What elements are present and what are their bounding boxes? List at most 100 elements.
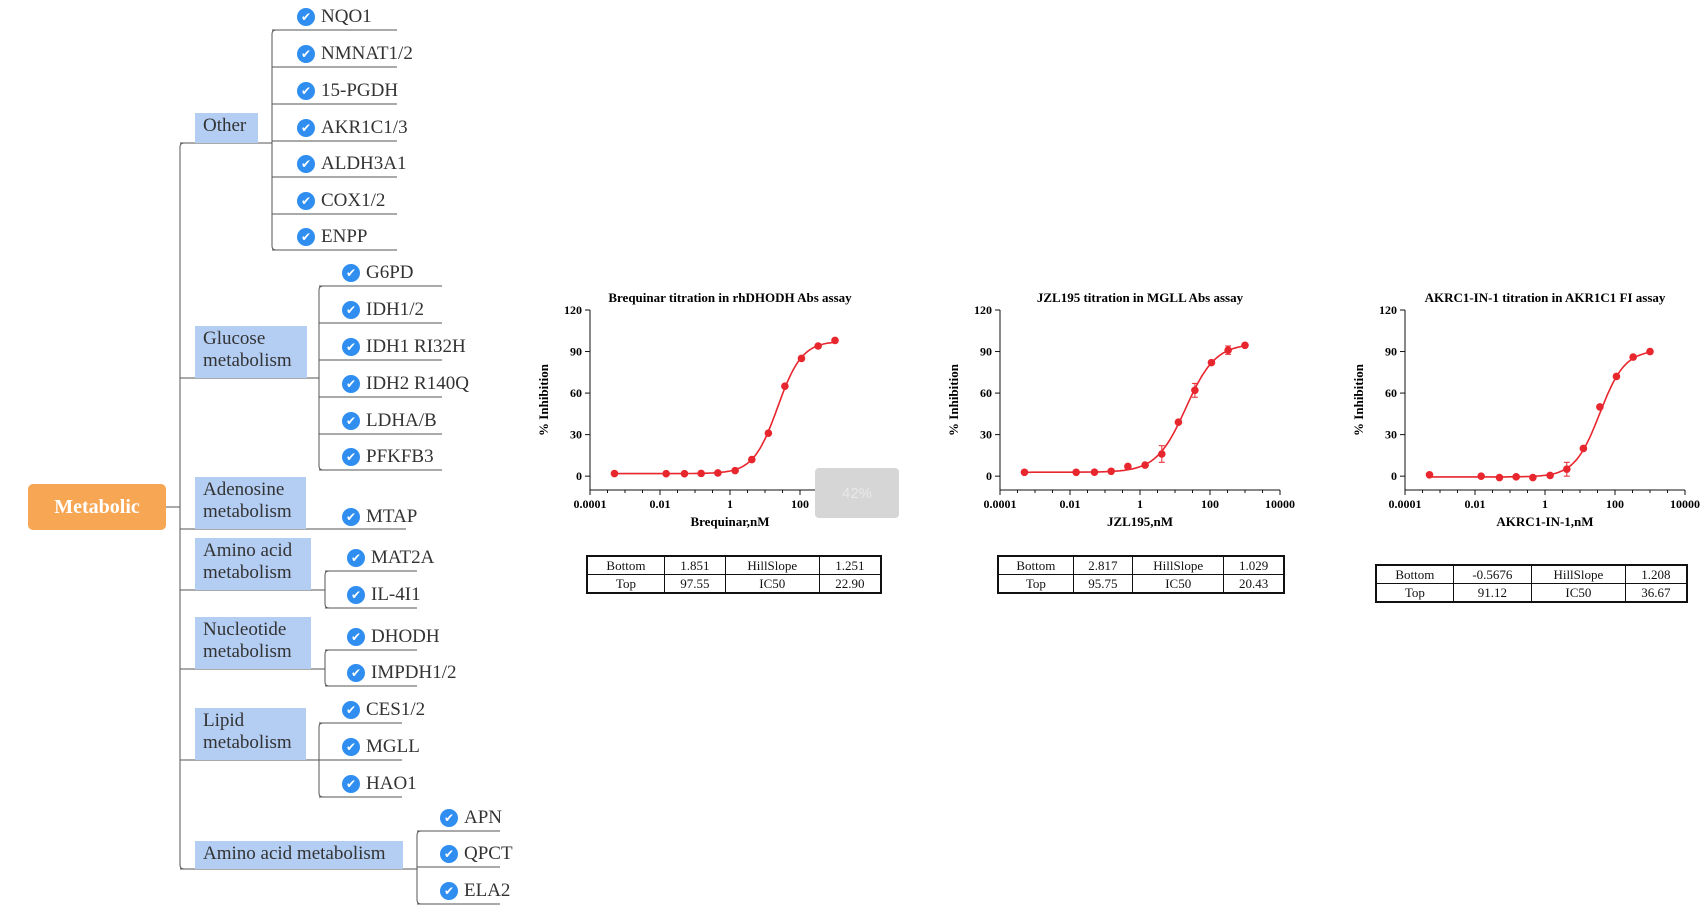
leaf-item: ✔ IDH2 R140Q [342, 371, 469, 397]
data-point [1546, 471, 1554, 480]
params-table-brequinar: Bottom 1.851 HillSlope 1.251 Top 97.55 IC50 22… [586, 555, 882, 594]
x-tick-label: 0.01 [650, 497, 671, 511]
leaf-label: HAO1 [366, 773, 417, 794]
x-tick-label: 0.01 [1465, 497, 1486, 511]
check-circle-icon: ✔ [342, 264, 360, 282]
param-cell: 36.67 [1624, 583, 1688, 603]
data-point [1158, 450, 1166, 458]
check-circle-icon: ✔ [440, 809, 458, 827]
y-tick-label: 60 [980, 386, 992, 400]
check-circle-icon: ✔ [347, 628, 365, 646]
data-point [1020, 468, 1029, 477]
leaf-label: IDH1/2 [366, 299, 425, 320]
check-circle-icon: ✔ [297, 119, 315, 137]
leaf-item: ✔ IMPDH1/2 [347, 660, 457, 686]
check-circle-icon: ✔ [297, 82, 315, 100]
fit-curve [1429, 351, 1651, 478]
root-node-metabolic: Metabolic [28, 484, 166, 530]
x-axis-label: JZL195,nM [1107, 514, 1173, 529]
check-circle-icon: ✔ [342, 701, 360, 719]
param-cell: Bottom [586, 555, 665, 575]
fit-curve [1024, 345, 1246, 474]
leaf-label: LDHA/B [366, 410, 437, 431]
leaf-item: ✔ ELA2 [440, 878, 510, 904]
y-tick-label: 60 [570, 386, 582, 400]
leaf-label: ELA2 [464, 880, 511, 901]
check-circle-icon: ✔ [440, 845, 458, 863]
data-point [610, 469, 619, 478]
chart-akrc1: AKRC1-IN-1 titration in AKR1C1 FI assay 0… [1335, 280, 1700, 555]
param-cell: 20.43 [1223, 574, 1285, 594]
leaf-label: PFKFB3 [366, 446, 434, 467]
param-cell: Bottom [997, 555, 1074, 575]
leaf-item: ✔ MGLL [342, 734, 420, 760]
data-point [1612, 372, 1621, 381]
param-cell: 2.817 [1072, 555, 1134, 575]
data-point [1072, 468, 1080, 477]
check-circle-icon: ✔ [342, 338, 360, 356]
param-cell: Bottom [1375, 564, 1454, 584]
leaf-label: COX1/2 [321, 190, 386, 211]
check-circle-icon: ✔ [297, 228, 315, 246]
y-tick-label: 120 [564, 303, 582, 317]
x-tick-label: 0.01 [1060, 497, 1081, 511]
data-point [1090, 468, 1099, 476]
check-circle-icon: ✔ [347, 549, 365, 567]
leaf-label: MTAP [366, 506, 418, 527]
leaf-item: ✔ CES1/2 [342, 697, 425, 723]
x-tick-label: 0.0001 [574, 497, 607, 511]
category-node: Amino acid metabolism [195, 538, 311, 590]
data-point [662, 469, 670, 478]
leaf-item: ✔ IDH1/2 [342, 297, 424, 323]
leaf-label: CES1/2 [366, 699, 426, 720]
data-point [797, 354, 806, 363]
category-node: Adenosine metabolism [195, 477, 306, 529]
fit-curve [614, 341, 836, 475]
y-tick-label: 0 [576, 469, 582, 483]
chart-title: AKRC1-IN-1 titration in AKR1C1 FI assay [1425, 290, 1666, 305]
param-cell: IC50 [724, 574, 820, 594]
leaf-item: ✔ HAO1 [342, 771, 417, 797]
param-cell: Top [1375, 583, 1454, 603]
data-point [680, 469, 689, 478]
x-tick-label: 10000 [1670, 497, 1700, 511]
leaf-item: ✔ G6PD [342, 260, 414, 286]
chart-jzl195: JZL195 titration in MGLL Abs assay 0 30 60 9… [930, 280, 1295, 555]
x-axis-label: Brequinar,nM [690, 514, 769, 529]
y-tick-label: 90 [1385, 345, 1397, 359]
data-point [1477, 472, 1485, 480]
data-point [1191, 386, 1199, 395]
leaf-label: ALDH3A1 [321, 153, 407, 174]
leaf-item: ✔ NQO1 [297, 4, 372, 30]
leaf-label: IDH2 R140Q [366, 373, 469, 394]
data-point [748, 455, 756, 464]
leaf-label: IL-4I1 [371, 584, 421, 605]
y-tick-label: 0 [1391, 469, 1397, 483]
data-point [1241, 341, 1249, 350]
leaf-item: ✔ QPCT [440, 841, 513, 867]
params-table-akrc1: Bottom -0.5676 HillSlope 1.208 Top 91.12 IC50… [1375, 564, 1688, 603]
y-tick-label: 30 [570, 428, 582, 442]
check-circle-icon: ✔ [342, 738, 360, 756]
data-point [1495, 473, 1504, 482]
category-node: Other [195, 113, 258, 143]
data-point [781, 382, 789, 390]
params-table-jzl195: Bottom 2.817 HillSlope 1.029 Top 95.75 IC50 20… [997, 555, 1285, 594]
data-point [1224, 346, 1232, 354]
y-axis-label: % Inhibition [1351, 363, 1366, 436]
data-point [1174, 418, 1183, 426]
leaf-item: ✔ MAT2A [347, 545, 434, 571]
param-cell: HillSlope [1530, 564, 1626, 584]
y-tick-label: 30 [1385, 428, 1397, 442]
y-axis-label: % Inhibition [946, 363, 961, 436]
data-point [1425, 470, 1434, 479]
check-circle-icon: ✔ [297, 192, 315, 210]
y-tick-label: 60 [1385, 386, 1397, 400]
leaf-item: ✔ ALDH3A1 [297, 151, 407, 177]
data-point [814, 342, 822, 350]
param-cell: -0.5676 [1452, 564, 1532, 584]
data-point [1512, 473, 1520, 481]
data-point [714, 469, 722, 477]
param-cell: HillSlope [1132, 555, 1225, 575]
